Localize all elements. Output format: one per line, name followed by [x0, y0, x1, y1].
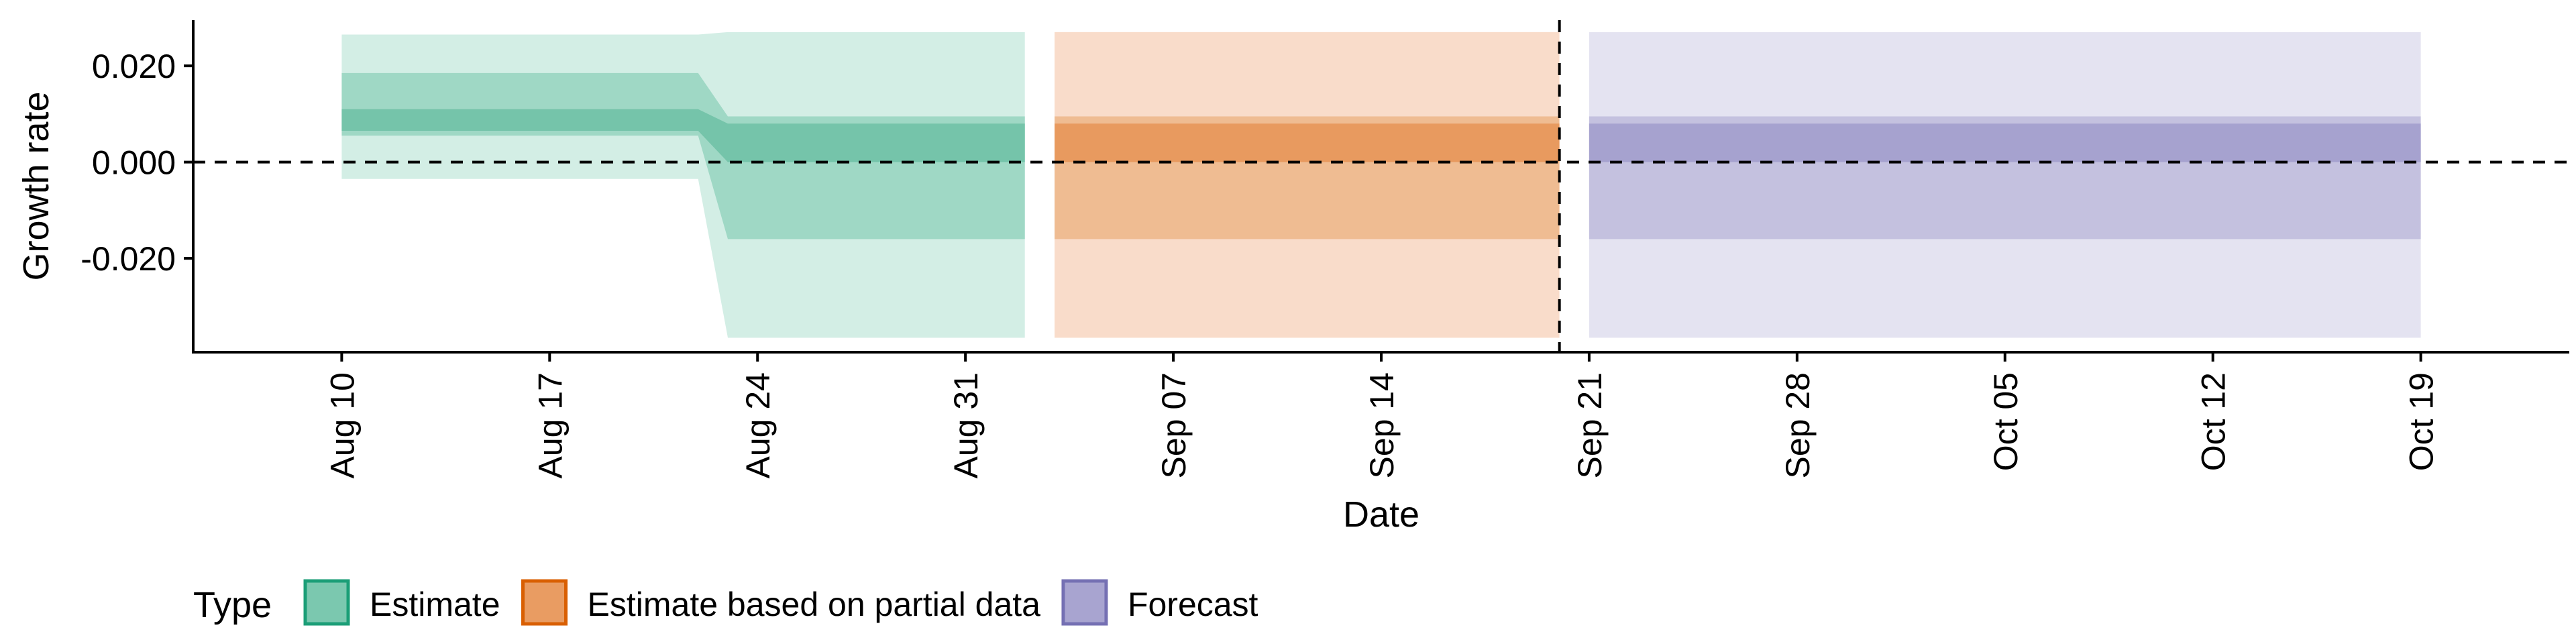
legend-label-forecast: Forecast [1128, 586, 1258, 623]
legend-key-estimate-based-on-partial-data [521, 579, 568, 626]
x-tick-label: Aug 31 [947, 372, 985, 478]
forecast-band-inner [1589, 123, 2421, 162]
series-estimate [341, 32, 1025, 338]
legend-items: Estimate Estimate based on partial data Fo… [303, 579, 1258, 626]
estimate-band-inner [341, 109, 1025, 162]
legend-item-forecast: Forecast [1061, 579, 1258, 626]
legend-label-estimate: Estimate [370, 586, 500, 623]
y-tick-label: 0.020 [92, 48, 176, 85]
series-forecast [1589, 32, 2421, 338]
x-tick-label: Sep 21 [1571, 372, 1609, 478]
ribbon-bands [341, 32, 2421, 338]
series-estimate-based-on-partial-data [1055, 32, 1560, 338]
x-tick-label: Sep 14 [1363, 372, 1401, 478]
x-tick-label: Sep 07 [1155, 372, 1193, 478]
x-tick-label: Sep 28 [1779, 372, 1817, 478]
estimate-based-on-partial-data-band-inner [1055, 123, 1560, 162]
y-tick-label: 0.000 [92, 144, 176, 182]
y-axis-title: Growth rate [16, 91, 56, 280]
x-tick-label: Aug 24 [739, 372, 777, 478]
y-axis-ticks: 0.020 0.000 -0.020 [80, 48, 193, 278]
legend-item-estimate-based-on-partial-data: Estimate based on partial data [521, 579, 1041, 626]
y-tick-label: -0.020 [80, 240, 176, 278]
x-tick-label: Aug 17 [531, 372, 569, 478]
x-tick-label: Oct 05 [1987, 372, 2025, 471]
x-tick-label: Oct 12 [2195, 372, 2233, 471]
legend-key-forecast [1061, 579, 1108, 626]
legend-title: Type [193, 585, 272, 625]
legend-item-estimate: Estimate [303, 579, 500, 626]
legend: Type Estimate Estimate based on partial d… [193, 579, 1258, 626]
x-tick-label: Aug 10 [323, 372, 361, 478]
legend-key-estimate [303, 579, 350, 626]
x-axis-title: Date [1343, 494, 1419, 535]
x-axis-ticks: Aug 10 Aug 17 Aug 24 Aug 31 Sep 07 Sep 14 Sep … [323, 352, 2440, 478]
x-tick-label: Oct 19 [2403, 372, 2440, 471]
legend-label-estimate-based-on-partial-data: Estimate based on partial data [588, 586, 1041, 623]
reference-lines [193, 20, 2569, 352]
